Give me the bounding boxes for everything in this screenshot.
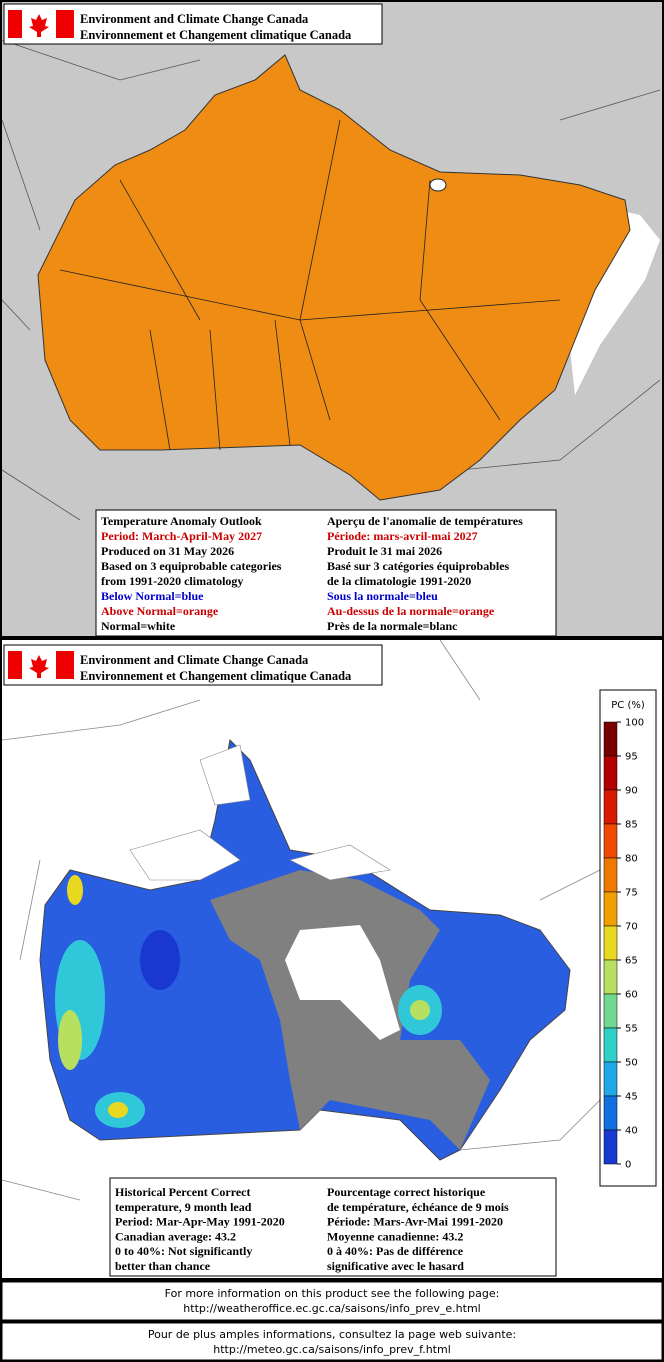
info-line: Normal=white <box>101 619 176 633</box>
info-line: better than chance <box>115 1259 211 1273</box>
info-line: Period: March-April-May 2027 <box>101 529 262 543</box>
info-line: Below Normal=blue <box>101 589 204 603</box>
info-line: Pourcentage correct historique <box>327 1185 486 1199</box>
legend-tick-label: 85 <box>625 820 638 831</box>
flag <box>8 10 74 38</box>
hudson-bay <box>285 925 400 1040</box>
legend-swatch <box>603 959 618 995</box>
arctic-islands <box>129 744 391 881</box>
legend-tick-label: 100 <box>625 718 644 729</box>
info-line: Près de la normale=blanc <box>327 619 458 633</box>
legend-tick-label: 60 <box>625 990 638 1001</box>
info-line: Historical Percent Correct <box>115 1185 251 1199</box>
legend-tick-label: 75 <box>625 888 638 899</box>
header-line: Environment and Climate Change Canada <box>80 12 309 26</box>
legend-tick-label: 55 <box>625 1024 638 1035</box>
legend-swatch <box>603 1095 618 1131</box>
legend-tick-label: 90 <box>625 786 638 797</box>
legend-swatch <box>603 857 618 893</box>
info-line: Sous la normale=bleu <box>327 589 438 603</box>
info-box <box>95 509 557 637</box>
footer-text: For more information on this product see… <box>165 1287 500 1300</box>
info-line: Période: Mars-Avr-Mai 1991-2020 <box>327 1215 503 1229</box>
legend-tick-label: 40 <box>625 1126 638 1137</box>
info-box <box>109 1177 557 1277</box>
above-normal-region <box>37 54 631 501</box>
map-lines <box>1 639 601 1201</box>
legend-swatch <box>603 891 618 927</box>
info-line: Aperçu de l'anomalie de températures <box>327 514 523 528</box>
footer-box <box>1 1322 663 1361</box>
info-line: temperature, 9 month lead <box>115 1200 252 1214</box>
info-line: from 1991-2020 climatology <box>101 574 243 588</box>
legend-tick-label: 50 <box>625 1058 638 1069</box>
legend-tick-label: 80 <box>625 854 638 865</box>
info-line: 0 to 40%: Not significantly <box>115 1244 252 1258</box>
info-line: de la climatologie 1991-2020 <box>327 574 471 588</box>
flag <box>8 651 74 679</box>
legend-tick-label: 95 <box>625 752 638 763</box>
info-line: Above Normal=orange <box>101 604 219 618</box>
info-line: de température, échéance de 9 mois <box>327 1200 509 1214</box>
info-line: Produit le 31 mai 2026 <box>327 544 442 558</box>
info-line: Période: mars-avril-mai 2027 <box>327 529 478 543</box>
header-line: Environment and Climate Change Canada <box>80 653 309 667</box>
header-line: Environnement et Changement climatique C… <box>80 669 352 683</box>
info-line: 0 à 40%: Pas de différence <box>327 1244 464 1258</box>
legend-swatch <box>603 823 618 859</box>
info-line: Period: Mar-Apr-May 1991-2020 <box>115 1215 285 1229</box>
legend-swatch <box>603 925 618 961</box>
footer-box <box>1 1281 663 1321</box>
info-line: Temperature Anomaly Outlook <box>101 514 262 528</box>
skill-patches <box>55 875 442 1128</box>
footer-text: Pour de plus amples informations, consul… <box>148 1328 516 1341</box>
legend-tick-label: 0 <box>625 1160 631 1171</box>
info-line: Basé sur 3 catégories équiprobables <box>327 559 510 573</box>
legend-swatch <box>603 789 618 825</box>
info-line: Au-dessus de la normale=orange <box>327 604 495 618</box>
lake <box>429 178 447 192</box>
map-lines <box>1 39 661 521</box>
legend-tick-label: 45 <box>625 1092 638 1103</box>
header-line: Environnement et Changement climatique C… <box>80 28 352 42</box>
legend-swatch <box>603 1061 618 1097</box>
info-line: significative avec le hasard <box>327 1259 464 1273</box>
legend-tick-label: 65 <box>625 956 638 967</box>
info-line: Produced on 31 May 2026 <box>101 544 234 558</box>
legend-swatch <box>603 755 618 791</box>
separator <box>0 637 664 640</box>
province-lines <box>59 119 561 451</box>
info-line: Canadian average: 43.2 <box>115 1229 236 1243</box>
info-line: Moyenne canadienne: 43.2 <box>327 1229 463 1243</box>
footer-link[interactable]: http://meteo.gc.ca/saisons/info_prev_f.h… <box>213 1343 451 1356</box>
legend-swatch <box>603 1129 618 1165</box>
legend-swatch <box>603 993 618 1029</box>
footer-link[interactable]: http://weatheroffice.ec.gc.ca/saisons/in… <box>183 1302 480 1315</box>
info-line: Based on 3 equiprobable categories <box>101 559 282 573</box>
legend-swatch <box>603 721 618 757</box>
legend-tick-label: 70 <box>625 922 638 933</box>
legend-swatch <box>603 1027 618 1063</box>
legend-title: PC (%) <box>611 700 645 711</box>
